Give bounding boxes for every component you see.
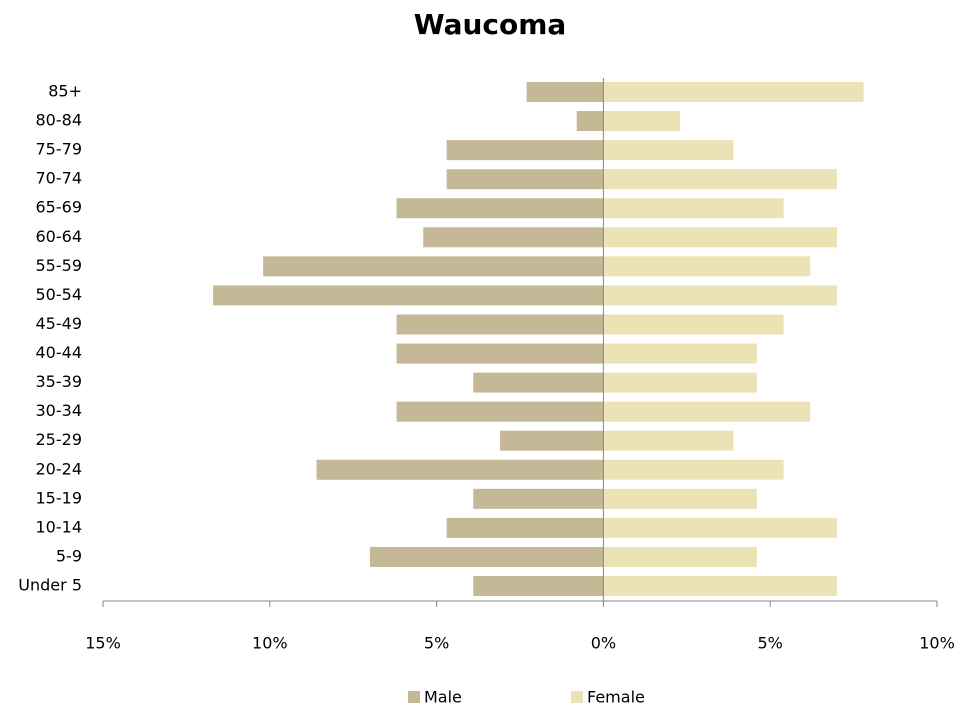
x-tick-label: 10% xyxy=(252,634,288,653)
bar xyxy=(603,169,837,190)
bar xyxy=(603,343,757,364)
bar xyxy=(446,140,604,161)
bar xyxy=(603,546,757,567)
y-tick-label: 85+ xyxy=(48,82,82,101)
bar xyxy=(396,314,604,335)
legend-label: Female xyxy=(587,688,645,707)
bar xyxy=(603,198,784,219)
bar xyxy=(499,430,604,451)
bar xyxy=(603,401,811,422)
x-tick-label: 10% xyxy=(919,634,955,653)
y-tick-label: 25-29 xyxy=(36,430,83,449)
y-tick-label: 15-19 xyxy=(36,488,83,507)
y-tick-label: 45-49 xyxy=(36,314,83,333)
y-tick-label: 60-64 xyxy=(36,227,83,246)
bar xyxy=(603,256,811,277)
bar xyxy=(423,227,604,248)
bar xyxy=(473,372,604,393)
y-tick-label: 50-54 xyxy=(36,285,83,304)
y-tick-label: 30-34 xyxy=(36,401,83,420)
y-tick-label: Under 5 xyxy=(18,576,82,595)
y-tick-label: 75-79 xyxy=(36,140,83,159)
bar xyxy=(473,576,604,596)
bar xyxy=(446,517,604,538)
bar xyxy=(603,430,734,451)
bar xyxy=(213,285,604,306)
bar xyxy=(263,256,604,277)
bar xyxy=(526,82,604,102)
bar xyxy=(473,488,604,509)
bar xyxy=(603,285,837,306)
bar xyxy=(603,488,757,509)
x-tick-label: 5% xyxy=(424,634,449,653)
bar xyxy=(603,227,837,248)
y-tick-label: 55-59 xyxy=(36,256,83,275)
bar xyxy=(396,198,604,219)
bar xyxy=(603,372,757,393)
bar xyxy=(396,401,604,422)
bar xyxy=(603,459,784,480)
bar xyxy=(576,111,604,132)
y-tick-label: 40-44 xyxy=(36,343,83,362)
y-tick-label: 35-39 xyxy=(36,372,83,391)
legend-swatch xyxy=(408,691,420,703)
legend-swatch xyxy=(571,691,583,703)
bar xyxy=(603,140,734,161)
bar xyxy=(369,546,604,567)
y-tick-label: 70-74 xyxy=(36,169,83,188)
bar xyxy=(603,576,837,596)
chart-title: Waucoma xyxy=(414,8,567,41)
x-tick-label: 0% xyxy=(591,634,616,653)
y-tick-label: 10-14 xyxy=(36,517,83,536)
y-tick-label: 65-69 xyxy=(36,198,83,217)
bar xyxy=(603,517,837,538)
y-tick-label: 20-24 xyxy=(36,459,83,478)
bar xyxy=(603,314,784,335)
legend-label: Male xyxy=(424,688,462,707)
bar xyxy=(603,111,681,132)
x-tick-label: 5% xyxy=(758,634,783,653)
bar xyxy=(316,459,604,480)
bar xyxy=(446,169,604,190)
bar xyxy=(396,343,604,364)
y-tick-label: 5-9 xyxy=(56,546,82,565)
x-tick-label: 15% xyxy=(85,634,121,653)
bar xyxy=(603,82,864,102)
y-tick-label: 80-84 xyxy=(36,111,83,130)
